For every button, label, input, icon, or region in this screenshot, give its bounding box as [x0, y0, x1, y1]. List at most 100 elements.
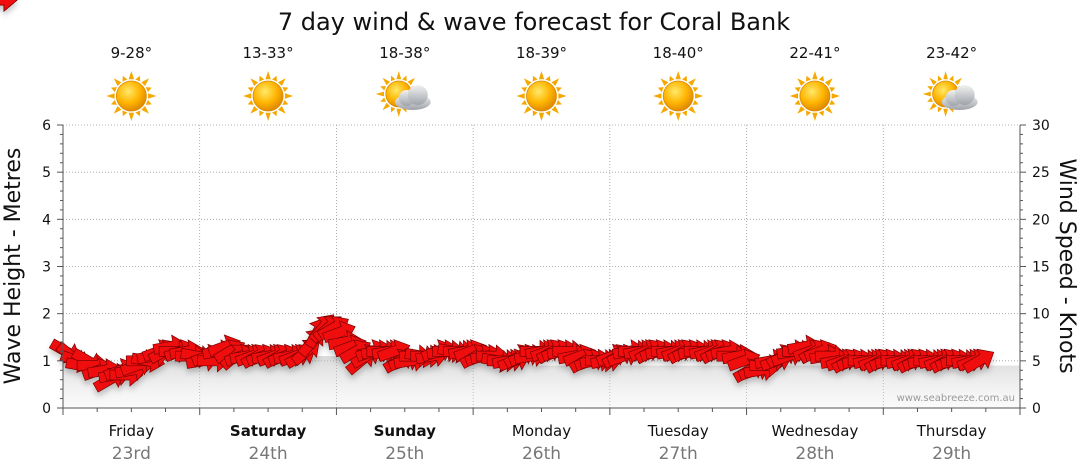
sun-ray — [551, 78, 560, 86]
sun-ray — [284, 93, 294, 99]
day-temperatures: 9-28° 13-33° 18-38° 18-39° 18-40° 22-41° 23-42… — [111, 44, 978, 62]
sun-ray — [794, 87, 801, 93]
sun-ray — [265, 112, 271, 121]
sun-ray — [390, 106, 396, 113]
sun-disc — [662, 80, 694, 112]
sun-ray — [551, 106, 560, 114]
sun-ray — [653, 93, 662, 99]
sun-ray — [695, 93, 704, 99]
sun-ray — [145, 99, 152, 105]
sun-ray — [111, 87, 117, 93]
day-name: Thursday — [916, 422, 987, 440]
day-name: Wednesday — [772, 422, 859, 440]
sun-ray — [927, 97, 933, 102]
sun-ray — [390, 75, 396, 82]
right-tick-label: 15 — [1032, 260, 1050, 276]
sun-ray — [829, 99, 836, 105]
sun-ray — [824, 106, 833, 114]
sun-ray — [521, 87, 527, 93]
partly-cloudy-icon — [375, 71, 431, 117]
sun-ray — [282, 87, 289, 93]
sun-ray — [558, 93, 567, 99]
left-tick-label: 5 — [42, 165, 51, 181]
sun-ray — [532, 75, 538, 82]
sun-ray — [135, 75, 141, 82]
sun-ray — [682, 75, 688, 82]
temperature-range: 13-33° — [243, 44, 294, 62]
day-date: 29th — [932, 444, 971, 464]
temperature-range: 18-39° — [516, 44, 567, 62]
sun-ray — [806, 75, 811, 82]
wind-arrow — [962, 348, 995, 374]
sun-ray — [675, 112, 681, 121]
right-tick-label: 10 — [1032, 307, 1050, 323]
sun-disc — [526, 80, 557, 112]
sun-ray — [556, 99, 562, 105]
left-tick-label: 2 — [42, 307, 51, 323]
sun-ray — [937, 106, 943, 113]
sun-ray — [407, 77, 415, 86]
sun-ray — [141, 78, 149, 86]
sun-disc — [252, 80, 284, 112]
sun-disc — [115, 80, 147, 112]
sun-rays — [106, 71, 157, 121]
day-date: 23rd — [112, 444, 151, 464]
sun-ray — [556, 87, 562, 93]
day-name: Friday — [109, 422, 155, 440]
sun-ray — [818, 75, 824, 82]
left-tick-label: 0 — [42, 401, 51, 417]
sun-ray — [929, 77, 937, 86]
sun-ray — [688, 78, 696, 86]
sun-ray — [538, 112, 545, 121]
sun-ray — [382, 102, 390, 111]
axes — [57, 124, 1026, 415]
sun-ray — [688, 106, 696, 114]
sun-rays — [653, 71, 704, 121]
sun-ray — [145, 87, 152, 93]
sun-ray — [113, 78, 122, 86]
sun-ray — [396, 71, 402, 80]
day-date: 24th — [249, 444, 288, 464]
credit-watermark: www.seabreeze.com.au — [897, 393, 1015, 404]
cloud-part — [954, 85, 975, 105]
temperature-range: 22-41° — [789, 44, 840, 62]
sun-icon — [106, 71, 157, 121]
sun-ray — [380, 86, 386, 91]
sun-ray — [818, 110, 824, 117]
sun-ray — [806, 110, 811, 117]
sun-ray — [135, 110, 141, 117]
sun-ray — [812, 112, 818, 121]
sun-ray — [382, 77, 390, 86]
temperature-range: 18-40° — [653, 44, 704, 62]
sun-ray — [545, 110, 551, 117]
sun-ray — [402, 75, 407, 82]
sun-ray — [516, 93, 525, 99]
cloud-shape — [941, 85, 978, 110]
cloud-shape — [394, 85, 431, 110]
sun-ray — [657, 87, 664, 93]
sun-ray — [669, 75, 675, 82]
day-date: 25th — [385, 444, 424, 464]
weather-icons — [106, 71, 978, 121]
sun-ray — [250, 78, 259, 86]
left-tick-label: 4 — [42, 212, 51, 228]
sun-ray — [829, 87, 836, 93]
sun-ray — [282, 99, 289, 105]
sun-ray — [380, 97, 386, 102]
sun-icon — [653, 71, 704, 121]
sun-ray — [247, 99, 254, 105]
sun-ray — [141, 106, 149, 114]
sun-ray — [523, 78, 532, 86]
left-tick-label: 6 — [42, 118, 51, 134]
sun-ray — [538, 71, 545, 80]
sun-rays — [243, 71, 294, 121]
sun-ray — [521, 99, 527, 105]
temperature-range: 18-38° — [379, 44, 430, 62]
sun-ray — [812, 71, 818, 80]
sun-ray — [122, 110, 128, 117]
sun-ray — [794, 99, 801, 105]
sun-ray — [660, 78, 669, 86]
sun-ray — [797, 78, 805, 86]
sun-ray — [692, 87, 699, 93]
